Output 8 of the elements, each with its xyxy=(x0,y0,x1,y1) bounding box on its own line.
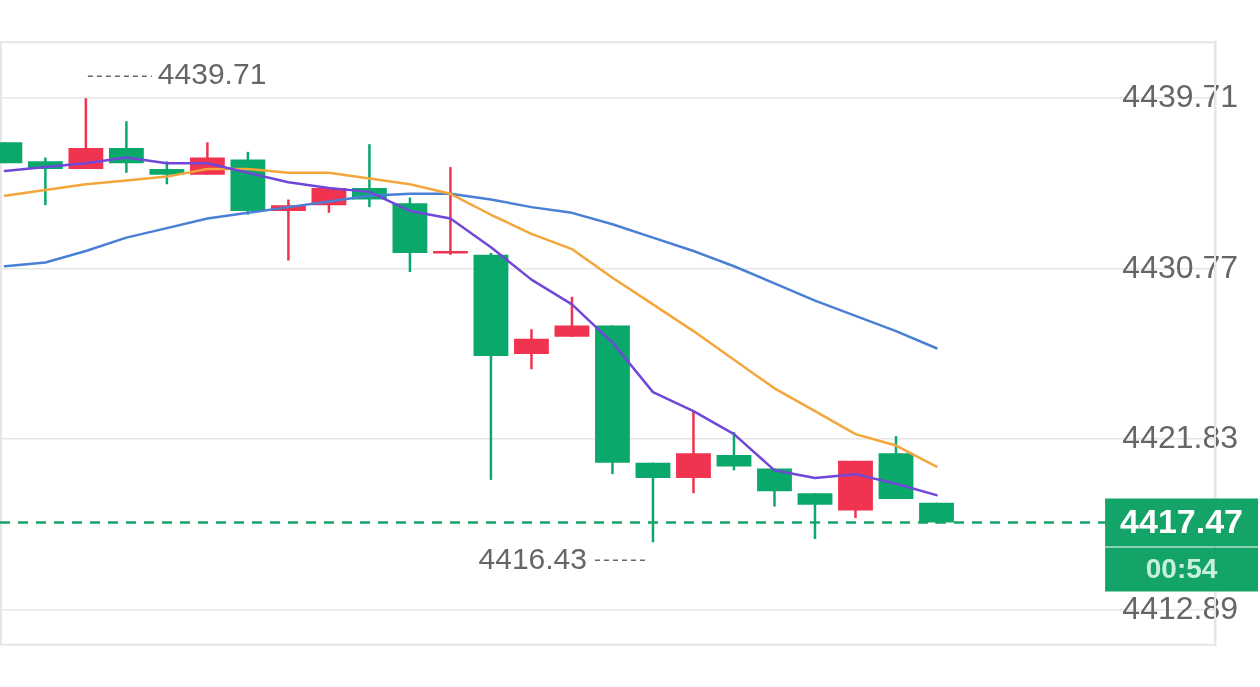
annotation: 4416.43 xyxy=(478,541,587,575)
y-tick-label: 4421.83 xyxy=(1122,419,1238,456)
y-tick-label: 4412.89 xyxy=(1122,589,1238,626)
y-tick-label: 4430.77 xyxy=(1122,248,1238,285)
text: 00:54 xyxy=(1145,553,1218,585)
y-tick-label: 4439.71 xyxy=(1122,78,1238,115)
ref-line-label: 4417.47 xyxy=(1120,501,1243,540)
annotation: 4439.71 xyxy=(157,57,267,91)
